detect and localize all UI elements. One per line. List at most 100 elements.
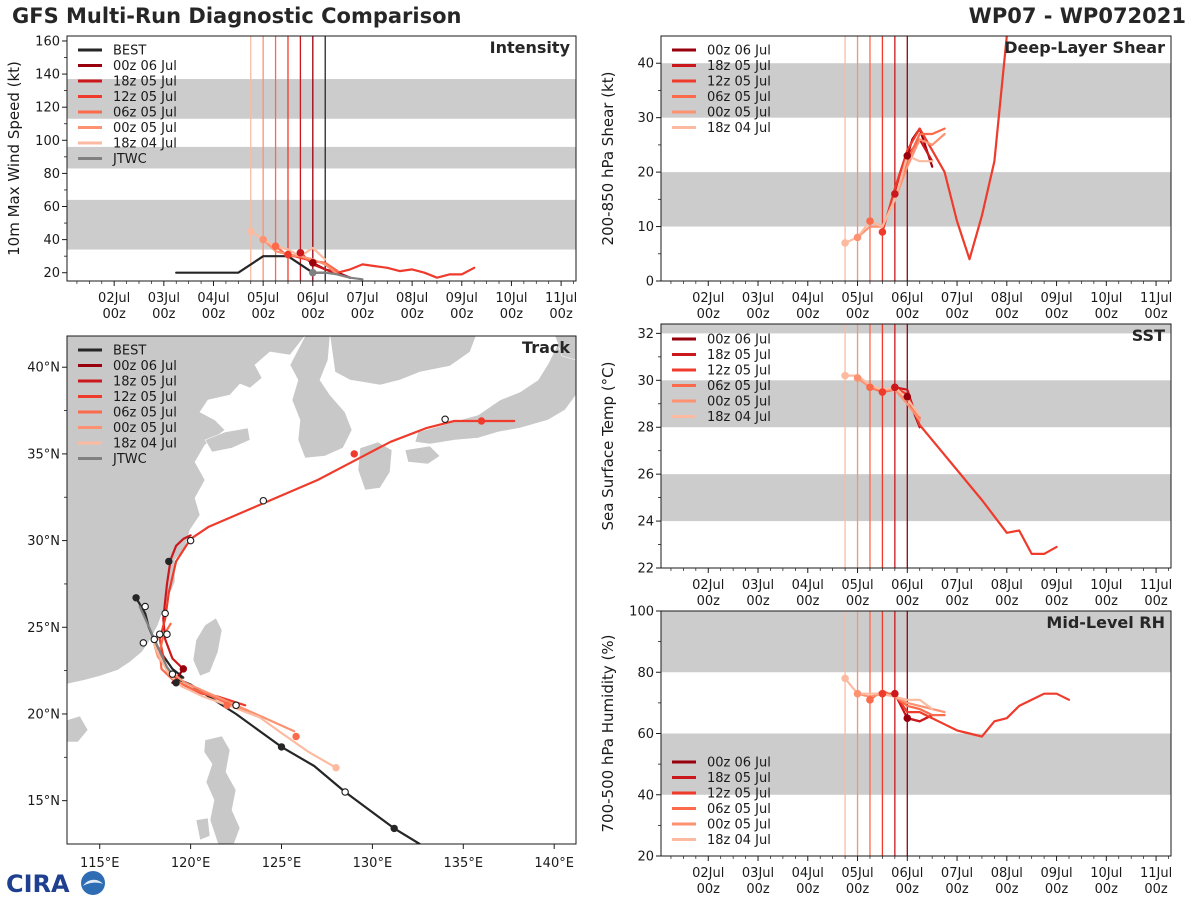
track-xtick-label: 115°E [80,856,120,871]
intensity-legend-label: BEST [113,44,146,59]
intensity-series-jtwc [311,271,364,281]
rh-legend-label: 18z 05 Jul [707,771,771,786]
land-shandong [204,427,251,453]
figure-title: GFS Multi-Run Diagnostic Comparison [12,4,462,28]
shear-ytick-label: 20 [637,166,654,181]
shear-marker [841,239,849,247]
intensity-legend-label: 00z 05 Jul [113,121,177,136]
track-marker [292,732,300,741]
shear-xtick-label: 00z [896,307,920,322]
sst-frame [660,323,1172,569]
shear-marker [853,233,862,242]
land-korea [289,336,353,459]
sst-series-12z-05-jul [881,386,1058,556]
intensity-xtick-label: 00z [500,307,524,322]
shear-xtick-label: 08Jul [991,291,1023,306]
intensity-ytick-label: 80 [43,167,60,182]
rh-ytick-label: 60 [637,727,654,742]
cira-logo: CIRA [6,870,105,898]
sst-marker [903,392,912,401]
sst-xtick-label: 02Jul [692,578,724,593]
sst-legend-label: 18z 04 Jul [707,410,771,425]
intensity-legend-label: 12z 05 Jul [113,90,177,105]
rh-xtick-label: 00z [697,882,721,897]
shear-xtick-label: 11Jul [1140,291,1172,306]
intensity-xtick-label: 04Jul [197,291,229,306]
sst-legend-label: 00z 05 Jul [707,395,771,410]
rh-marker [853,689,862,698]
track-series-jtwc [138,605,174,676]
track-marker [141,602,149,611]
panel-shear: 01020304002Jul00z03Jul00z04Jul00z05Jul00… [599,35,1172,322]
intensity-xtick-label: 09Jul [446,291,478,306]
storm-id: WP07 - WP072021 [968,4,1186,28]
intensity-xtick-label: 00z [549,307,573,322]
land-shikoku [404,445,441,465]
intensity-shade-band [67,79,576,119]
track-legend-label: BEST [113,344,146,359]
intensity-legend-label: 18z 05 Jul [113,75,177,90]
track-marker [172,679,180,687]
sst-ytick-label: 30 [637,374,654,389]
shear-ytick-label: 40 [637,57,654,72]
shear-xtick-label: 00z [1045,307,1069,322]
rh-marker [841,674,849,683]
shear-legend-label: 18z 04 Jul [707,121,771,136]
rh-xtick-label: 00z [1045,882,1069,897]
rh-xtick-label: 10Jul [1090,866,1122,881]
sst-plot-area [661,324,1171,568]
intensity-xtick-label: 00z [301,307,325,322]
panel-intensity: 2040608010012014016002Jul00z03Jul00z04Ju… [5,34,577,322]
sst-xtick-label: 07Jul [941,578,973,593]
shear-series-00z-05-jul [856,132,946,239]
intensity-xtick-label: 10Jul [495,291,527,306]
sst-panel-title: SST [1132,326,1165,345]
shear-legend-label: 00z 06 Jul [707,44,771,59]
track-marker [232,701,240,710]
track-ytick-label: 25°N [27,621,60,636]
track-marker [163,630,171,638]
land-background [67,336,576,844]
rh-xtick-label: 00z [796,882,820,897]
shear-series-12z-05-jul [881,36,1008,261]
intensity-shade-band [67,146,576,169]
shear-ytick-label: 10 [637,220,654,235]
land-honshu [414,336,576,445]
sst-xtick-label: 08Jul [991,578,1023,593]
sst-xtick-label: 00z [1045,594,1069,609]
rh-series-12z-05-jul [881,692,1071,738]
track-marker [139,639,148,647]
sst-shade-band [661,474,1171,522]
track-series-best [135,596,421,844]
rh-ylabel: 700-500 hPa Humidity (%) [599,634,617,832]
sst-legend-label: 06z 05 Jul [707,379,771,394]
sst-xtick-label: 10Jul [1090,578,1122,593]
shear-xtick-label: 10Jul [1090,291,1122,306]
rh-xtick-label: 00z [945,882,969,897]
sst-marker [866,383,874,392]
cira-logo-text: CIRA [6,870,70,898]
shear-marker [878,228,887,236]
rh-xtick-label: 00z [846,882,870,897]
track-legend-label: JTWC [112,452,147,467]
track-legend-label: 12z 05 Jul [113,390,177,405]
intensity-xtick-label: 02Jul [98,291,130,306]
intensity-ylabel: 10m Max Wind Speed (kt) [5,61,23,256]
track-marker [223,701,231,709]
rh-marker [878,689,887,698]
rh-shade-band [661,733,1171,795]
rh-legend-label: 12z 05 Jul [707,787,771,802]
rh-xtick-label: 09Jul [1040,866,1072,881]
shear-xtick-label: 04Jul [792,291,824,306]
intensity-frame [66,35,577,282]
intensity-legend-label: 18z 04 Jul [113,137,177,152]
track-ytick-label: 20°N [27,707,60,722]
intensity-panel-title: Intensity [490,38,571,57]
track-ytick-label: 35°N [27,447,60,462]
track-legend-label: 18z 04 Jul [113,437,177,452]
sst-ytick-label: 26 [637,468,654,483]
intensity-marker [246,227,255,236]
shear-ytick-label: 30 [637,111,654,126]
shear-xtick-label: 00z [697,307,721,322]
sst-xtick-label: 00z [746,594,770,609]
